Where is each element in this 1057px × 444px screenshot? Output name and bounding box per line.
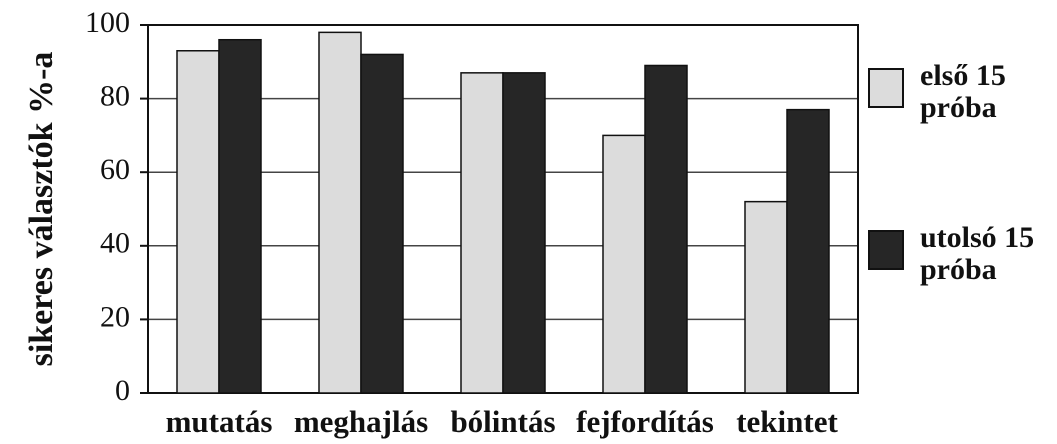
bar bbox=[318, 31, 362, 394]
legend-label: első 15 próba bbox=[920, 59, 1006, 124]
x-tick-label: fejfordítás bbox=[576, 404, 714, 439]
x-tick-label: meghajlás bbox=[294, 404, 428, 439]
y-tick-label: 20 bbox=[100, 300, 130, 333]
bar bbox=[744, 200, 788, 394]
legend-swatch bbox=[868, 68, 904, 108]
bar bbox=[786, 108, 830, 394]
x-tick-label: bólintás bbox=[450, 404, 555, 439]
legend-label: utolsó 15 próba bbox=[920, 221, 1035, 286]
y-tick-label: 80 bbox=[100, 79, 130, 112]
y-tick-label: 100 bbox=[85, 6, 130, 39]
bar bbox=[176, 50, 220, 394]
bar bbox=[644, 64, 688, 394]
bar bbox=[602, 134, 646, 394]
y-axis-label: sikeres választók %-a bbox=[23, 52, 60, 367]
y-tick-label: 0 bbox=[115, 374, 130, 407]
y-tick-label: 40 bbox=[100, 227, 130, 260]
bar bbox=[460, 72, 504, 394]
bar bbox=[218, 38, 262, 394]
bar bbox=[360, 53, 404, 394]
legend-swatch bbox=[868, 230, 904, 270]
x-tick-label: mutatás bbox=[166, 404, 273, 439]
x-tick-label: tekintet bbox=[736, 404, 838, 439]
y-tick-label: 60 bbox=[100, 153, 130, 186]
bar bbox=[502, 72, 546, 394]
